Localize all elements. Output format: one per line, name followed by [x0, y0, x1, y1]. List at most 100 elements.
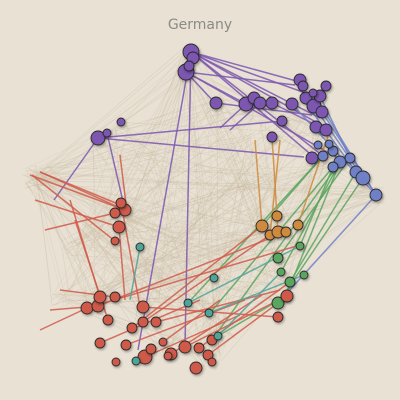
graph-node[interactable]: [112, 220, 126, 234]
graph-node[interactable]: [297, 80, 309, 92]
graph-node[interactable]: [126, 322, 138, 334]
background-edge: [81, 70, 188, 234]
graph-node[interactable]: [102, 314, 114, 326]
graph-node[interactable]: [189, 361, 203, 375]
background-edge: [123, 202, 170, 292]
graph-node[interactable]: [109, 291, 121, 303]
highlighted-edge: [120, 202, 141, 308]
graph-node[interactable]: [313, 140, 323, 150]
graph-node[interactable]: [317, 150, 329, 162]
graph-node[interactable]: [292, 219, 304, 231]
graph-node[interactable]: [253, 96, 267, 110]
graph-node[interactable]: [213, 331, 223, 341]
graph-node[interactable]: [163, 351, 173, 361]
highlighted-edge: [125, 299, 246, 346]
background-edge: [100, 228, 266, 302]
graph-node[interactable]: [145, 343, 157, 355]
graph-node[interactable]: [319, 123, 333, 137]
graph-node[interactable]: [299, 270, 309, 280]
background-edge: [122, 218, 178, 240]
background-edge: [197, 53, 307, 249]
graph-node[interactable]: [284, 276, 296, 288]
graph-node[interactable]: [295, 241, 305, 251]
background-edge: [134, 192, 373, 267]
background-edge: [102, 141, 234, 185]
background-edge: [61, 94, 260, 250]
graph-node[interactable]: [308, 88, 318, 98]
graph-node[interactable]: [90, 130, 106, 146]
background-edge: [116, 108, 266, 210]
graph-node[interactable]: [102, 128, 112, 138]
background-edge: [153, 78, 195, 160]
background-edge: [73, 175, 269, 242]
background-edge: [78, 102, 219, 244]
graph-node[interactable]: [327, 145, 339, 157]
graph-node[interactable]: [280, 289, 294, 303]
graph-node[interactable]: [131, 356, 141, 366]
graph-node[interactable]: [193, 342, 205, 354]
background-edge: [182, 204, 201, 246]
background-edge: [97, 130, 370, 191]
graph-node[interactable]: [209, 96, 223, 110]
graph-node[interactable]: [207, 357, 217, 367]
background-edge: [37, 158, 154, 187]
highlighted-edge: [184, 51, 192, 346]
background-edge: [125, 220, 284, 241]
graph-node[interactable]: [93, 290, 107, 304]
graph-node[interactable]: [315, 105, 329, 119]
graph-node[interactable]: [276, 115, 288, 127]
graph-node[interactable]: [137, 316, 149, 328]
graph-node[interactable]: [266, 131, 278, 143]
graph-node[interactable]: [120, 339, 132, 351]
graph-node[interactable]: [327, 161, 339, 173]
background-edges: [21, 45, 385, 371]
graph-node[interactable]: [150, 316, 162, 328]
graph-node[interactable]: [204, 308, 214, 318]
graph-node[interactable]: [178, 340, 192, 354]
background-edge: [92, 142, 251, 302]
graph-node[interactable]: [265, 96, 279, 110]
graph-node[interactable]: [110, 236, 120, 246]
graph-node[interactable]: [280, 226, 292, 238]
background-edge: [121, 223, 209, 306]
graph-node[interactable]: [320, 80, 332, 92]
background-edge: [87, 187, 243, 303]
graph-node[interactable]: [271, 210, 283, 222]
background-edge: [131, 205, 216, 312]
graph-node[interactable]: [272, 252, 284, 264]
graph-node[interactable]: [305, 151, 319, 165]
graph-node[interactable]: [116, 117, 126, 127]
graph-node[interactable]: [115, 197, 127, 209]
graph-node[interactable]: [285, 97, 299, 111]
background-edge: [36, 177, 52, 292]
background-edge: [70, 121, 325, 244]
graph-node[interactable]: [209, 273, 219, 283]
background-edge: [120, 172, 273, 224]
graph-node[interactable]: [369, 188, 383, 202]
graph-node[interactable]: [111, 357, 121, 367]
background-edge: [139, 61, 186, 266]
graph-node[interactable]: [80, 301, 94, 315]
graph-node[interactable]: [135, 242, 145, 252]
background-edge: [174, 178, 246, 242]
background-edge: [94, 202, 204, 302]
background-edge: [144, 326, 166, 363]
graph-node[interactable]: [276, 267, 286, 277]
graph-node[interactable]: [255, 219, 269, 233]
graph-node[interactable]: [271, 296, 285, 310]
graph-node[interactable]: [355, 170, 371, 186]
background-edge: [98, 76, 193, 139]
graph-node[interactable]: [183, 60, 195, 72]
background-edge: [65, 68, 180, 299]
graph-node[interactable]: [324, 139, 334, 149]
graph-node[interactable]: [202, 349, 214, 361]
graph-node[interactable]: [94, 337, 106, 349]
graph-node[interactable]: [272, 311, 284, 323]
graph-node[interactable]: [183, 298, 193, 308]
graph-node[interactable]: [109, 207, 121, 219]
graph-node[interactable]: [158, 337, 168, 347]
graph-node[interactable]: [136, 300, 150, 314]
graph-node[interactable]: [344, 152, 356, 164]
nodes[interactable]: [80, 43, 383, 375]
